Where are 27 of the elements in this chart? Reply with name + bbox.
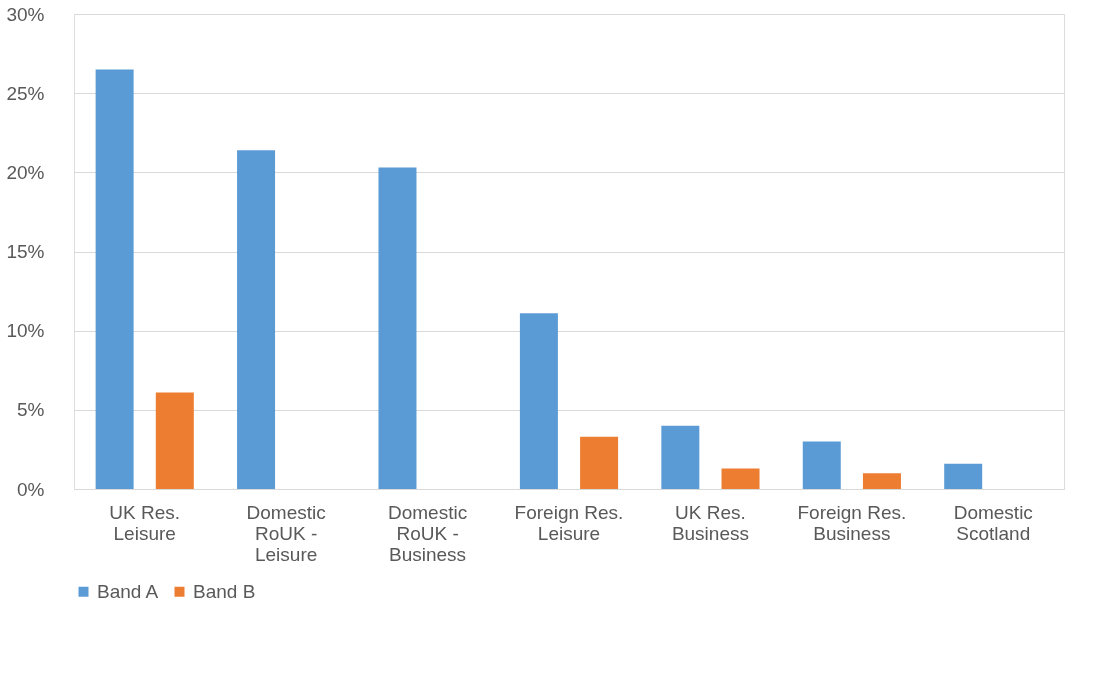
y-tick-label: 25% — [6, 82, 45, 104]
bar — [580, 436, 619, 489]
x-tick-label: UK Res. Business — [671, 501, 749, 544]
bar — [802, 441, 841, 489]
x-tick-label: Foreign Res. Business — [797, 501, 907, 544]
y-tick-label: 10% — [6, 320, 45, 342]
bar — [237, 150, 276, 489]
x-tick-label: Domestic RoUK - Business — [387, 501, 468, 565]
y-tick-label: 30% — [6, 3, 45, 25]
bar — [661, 425, 700, 489]
y-tick-label: 20% — [6, 161, 45, 183]
x-tick-label: Domestic Scotland — [953, 501, 1033, 544]
bar — [721, 468, 760, 489]
x-tick-label: Foreign Res. Leisure — [514, 501, 624, 544]
bar — [519, 313, 558, 489]
y-tick-label: 0% — [17, 478, 45, 500]
bar — [155, 392, 194, 489]
bar — [95, 69, 134, 489]
bar — [378, 167, 417, 489]
x-tick-label: Domestic RoUK - Leisure — [246, 501, 326, 565]
legend-label: Band A — [97, 580, 159, 602]
y-tick-label: 15% — [6, 241, 45, 262]
y-tick-label: 5% — [17, 399, 45, 421]
bar — [862, 473, 901, 489]
bar — [944, 463, 983, 489]
x-tick-label: UK Res. Leisure — [109, 501, 181, 544]
legend-label: Band B — [193, 580, 256, 602]
